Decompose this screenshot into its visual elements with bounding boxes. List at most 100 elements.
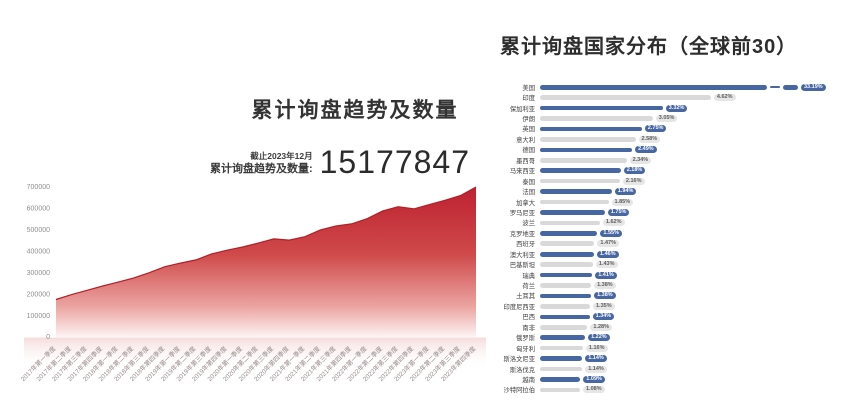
percent-pill: 2.75% <box>644 125 667 133</box>
bar-track: 1.46% <box>540 250 619 258</box>
bar <box>540 366 583 372</box>
bar <box>540 293 592 299</box>
bar <box>540 137 636 142</box>
bar <box>540 199 609 205</box>
axis-break-dash <box>770 86 780 89</box>
bar <box>540 231 598 236</box>
bar <box>540 178 620 184</box>
percent-pill: 1.55% <box>600 229 622 237</box>
y-axis-tick-label: 700000 <box>27 184 50 191</box>
country-label: 斯洛文尼亚 <box>503 356 535 364</box>
bar-track: 2.75% <box>540 125 667 133</box>
bar-row: 加拿大 1.85% <box>494 197 850 207</box>
bar-track: 4.62% <box>540 94 736 102</box>
country-label: 法国 <box>522 189 535 197</box>
bar-track: 1.38% <box>540 282 616 290</box>
bar-row: 美国 33.19% <box>494 82 850 92</box>
y-axis-tick-label: 200000 <box>27 291 50 298</box>
bar-track: 3.05% <box>540 115 678 123</box>
percent-pill: 1.38% <box>594 282 616 290</box>
bar-row: 俄罗斯 1.22% <box>494 333 850 343</box>
percent-pill: 1.08% <box>583 386 605 394</box>
bar-row: 法国 1.94% <box>494 186 850 196</box>
y-axis-tick-label: 100000 <box>27 313 50 320</box>
percent-pill: 1.35% <box>593 302 615 310</box>
bar <box>540 157 627 163</box>
country-label: 南非 <box>522 324 535 332</box>
y-axis-tick-label: 600000 <box>27 206 50 213</box>
country-label: 保加利亚 <box>509 105 535 113</box>
bar-track: 1.14% <box>540 355 607 363</box>
bar <box>540 377 581 382</box>
bar-row: 南非 1.28% <box>494 322 850 332</box>
bar-track: 1.55% <box>540 229 622 237</box>
trend-area-fill <box>56 187 476 337</box>
bar <box>540 262 593 267</box>
percent-pill: 2.16% <box>622 177 645 185</box>
bar-track: 1.09% <box>540 375 605 383</box>
percent-pill: 1.85% <box>611 198 634 206</box>
percent-pill: 1.46% <box>597 250 619 258</box>
bar-track: 3.32% <box>540 104 688 112</box>
country-label: 英国 <box>522 126 535 134</box>
percent-pill: 1.34% <box>592 313 615 321</box>
bar-track: 1.62% <box>540 219 625 227</box>
bar-track: 1.34% <box>540 313 615 321</box>
bar <box>540 251 594 257</box>
bar-track: 1.16% <box>540 344 608 352</box>
percent-pill: 1.22% <box>588 334 610 342</box>
bar <box>540 116 653 121</box>
country-label: 伊朗 <box>522 116 535 124</box>
percent-pill: 1.41% <box>595 271 617 279</box>
percent-pill: 1.94% <box>614 188 637 196</box>
percent-pill: 3.32% <box>665 104 688 112</box>
country-label: 克罗地亚 <box>509 230 535 238</box>
bar <box>540 241 595 247</box>
bar-track: 2.58% <box>540 135 661 143</box>
country-label: 匈牙利 <box>516 345 535 353</box>
country-chart-title: 累计询盘国家分布（全球前30） <box>500 36 798 58</box>
percent-pill: 2.58% <box>638 135 661 143</box>
percent-pill: 1.75% <box>607 208 630 216</box>
bar-track: 1.22% <box>540 334 610 342</box>
bar-track: 1.75% <box>540 208 630 216</box>
bar <box>540 345 583 351</box>
y-axis-tick-label: 400000 <box>27 249 50 256</box>
bar-row: 墨西哥 2.34% <box>494 155 850 165</box>
percent-pill: 2.34% <box>629 156 652 164</box>
bar-track: 2.18% <box>540 167 646 175</box>
country-label: 越南 <box>522 376 535 384</box>
bar-track: 1.14% <box>540 365 607 373</box>
country-label: 波兰 <box>522 220 535 228</box>
percent-pill: 2.49% <box>635 146 657 154</box>
bar <box>540 189 612 194</box>
country-label: 印度尼西亚 <box>503 303 535 311</box>
percent-pill: 1.14% <box>585 355 607 363</box>
y-axis-tick-label: 300000 <box>27 270 50 277</box>
bar-track: 1.38% <box>540 292 616 300</box>
bar-track: 1.08% <box>540 386 605 394</box>
bar-row: 斯洛伐克 1.14% <box>494 364 850 374</box>
country-label: 西班牙 <box>516 241 535 249</box>
bar-row: 德国 2.49% <box>494 145 850 155</box>
bar-row: 伊朗 3.05% <box>494 113 850 123</box>
trend-stat-block: 截止2023年12月 累计询盘趋势及数量: 15177847 <box>140 146 470 178</box>
bar-row: 保加利亚 3.32% <box>494 103 850 113</box>
bar <box>540 220 600 226</box>
bar-end-segment <box>783 84 798 90</box>
axis-fade-wash <box>24 337 486 370</box>
bar <box>540 147 633 153</box>
percent-pill: 1.14% <box>585 365 607 373</box>
percent-pill: 1.38% <box>594 292 616 300</box>
bar-track: 2.34% <box>540 156 652 164</box>
country-label: 斯洛伐克 <box>509 366 535 374</box>
country-label: 巴基斯坦 <box>509 262 535 270</box>
bar-row: 英国 2.75% <box>494 124 850 134</box>
bar-row: 沙特阿拉伯 1.08% <box>494 385 850 395</box>
bar <box>540 356 583 361</box>
country-label: 罗马尼亚 <box>509 209 535 217</box>
bar-row: 克罗地亚 1.55% <box>494 228 850 238</box>
bar-row: 澳大利亚 1.46% <box>494 249 850 259</box>
bar <box>540 84 767 90</box>
country-label: 俄罗斯 <box>516 335 535 343</box>
